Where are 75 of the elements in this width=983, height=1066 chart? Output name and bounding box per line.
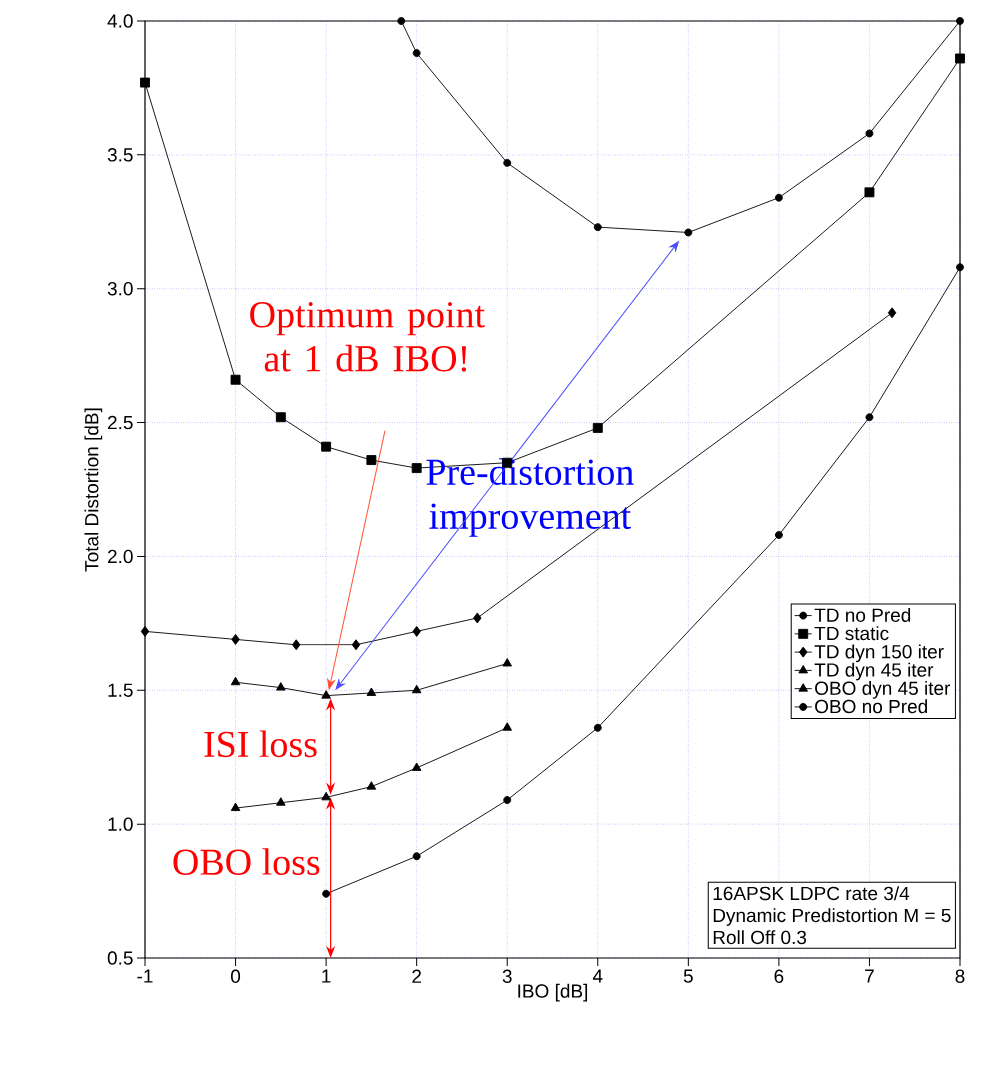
x-tick-label: 8 <box>955 969 965 983</box>
y-tick-label: 4.0 <box>107 14 133 28</box>
y-tick-label: 1.5 <box>108 683 133 697</box>
point <box>774 531 783 539</box>
annotation: Roll Off 0.3 <box>713 930 807 945</box>
point <box>230 802 241 812</box>
x-tick-label: 2 <box>412 969 421 983</box>
point <box>593 723 602 732</box>
point <box>366 455 377 465</box>
legend-label: OBO dyn 45 iter <box>815 681 951 699</box>
x-axis-title: IBO [dB] <box>518 983 588 1002</box>
legend-label: OBO no Pred <box>815 699 927 714</box>
y-tick-label: 2.0 <box>108 549 133 564</box>
point <box>502 658 512 667</box>
y-tick-label: 3.5 <box>107 148 133 162</box>
point <box>411 463 422 474</box>
y-tick-label: 0.5 <box>107 951 133 965</box>
point <box>956 263 964 272</box>
legend-label: TD no Pred <box>814 607 911 622</box>
point <box>231 633 240 645</box>
x-tick-label: 7 <box>865 969 874 983</box>
point <box>865 129 874 138</box>
point <box>503 158 512 167</box>
legend-label: TD dyn 45 iter <box>814 662 934 681</box>
point <box>321 690 331 699</box>
point <box>321 791 331 801</box>
point <box>276 797 286 806</box>
point <box>366 781 377 790</box>
point <box>593 223 602 232</box>
point <box>502 722 512 731</box>
point <box>230 676 241 686</box>
point <box>411 762 422 771</box>
point <box>412 49 421 58</box>
x-tick-label: 0 <box>231 969 241 983</box>
annotation: Dynamic Predistortion M = 5 <box>713 908 951 926</box>
point <box>592 422 603 433</box>
annotation: Optimum point at 1 dB IBO! <box>250 302 485 372</box>
point <box>955 53 965 64</box>
y-tick-label: 3.0 <box>107 281 133 296</box>
y-tick-label: 2.5 <box>108 415 133 430</box>
point <box>276 682 286 691</box>
x-tick-label: 6 <box>774 969 784 983</box>
point <box>887 307 897 319</box>
point <box>321 441 332 452</box>
annotation: ISI loss <box>204 730 317 758</box>
x-tick-label: 4 <box>592 969 603 983</box>
point <box>684 228 693 237</box>
x-tick-label: 1 <box>322 969 331 983</box>
point <box>292 639 301 651</box>
point <box>473 612 482 624</box>
point <box>411 684 422 694</box>
point <box>864 187 875 198</box>
legend-label: TD dyn 150 iter <box>814 644 944 663</box>
point <box>412 852 421 861</box>
point <box>351 639 361 651</box>
point <box>322 889 331 898</box>
y-tick-label: 1.0 <box>108 817 133 831</box>
point <box>503 796 512 804</box>
legend-label: TD static <box>814 626 889 641</box>
point <box>140 77 150 88</box>
point <box>140 625 150 637</box>
point <box>366 687 377 696</box>
annotation: 16APSK LDPC rate 3/4 <box>713 886 910 901</box>
point <box>275 412 286 423</box>
point <box>774 193 783 202</box>
point <box>956 17 964 25</box>
x-tick-label: 5 <box>683 969 693 983</box>
annotation: OBO loss <box>173 848 320 875</box>
x-tick-label: -1 <box>137 969 153 983</box>
x-tick-label: 3 <box>502 969 512 983</box>
point <box>230 374 241 385</box>
point <box>412 625 421 637</box>
y-axis-title: Total Distortion [dB] <box>84 408 103 572</box>
point <box>397 17 406 25</box>
point <box>865 413 874 422</box>
